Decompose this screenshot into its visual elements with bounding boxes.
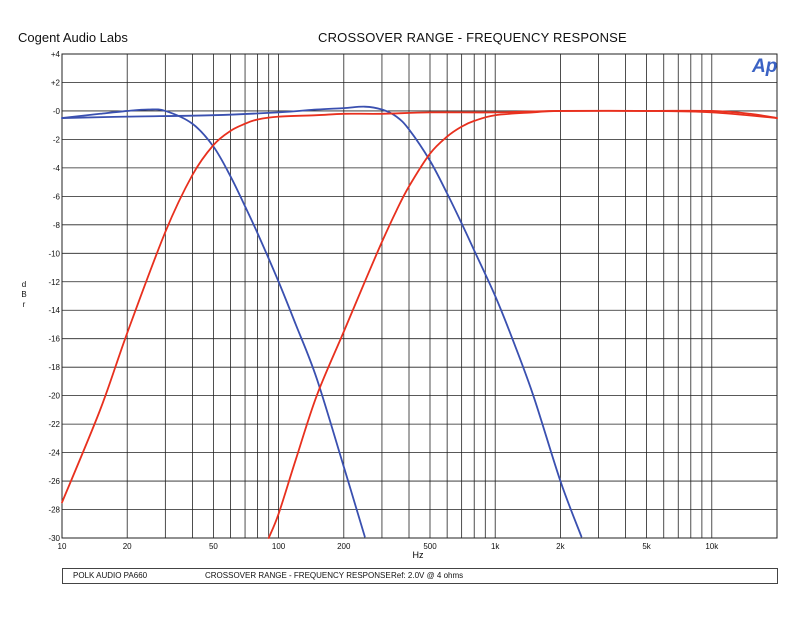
- y-tick-labels: +4 +2 -0 -2 -4 -6 -8 -10 -12 -14 -16 -18 -20 -22 -24 -2…: [48, 50, 60, 543]
- series-line-red-4: [267, 109, 778, 539]
- chart-title: CROSSOVER RANGE - FREQUENCY RESPONSE: [318, 30, 627, 45]
- plot-frame: [61, 53, 778, 539]
- x-tick-label: 200: [337, 542, 351, 551]
- y-tick-label: -30: [48, 534, 60, 543]
- x-tick-label: 50: [209, 542, 218, 551]
- y-tick-label: -22: [48, 420, 60, 429]
- ap-logo: Ap: [751, 56, 777, 77]
- y-axis-label-char: B: [21, 290, 26, 299]
- footer-info-bar: POLK AUDIO PA660 CROSSOVER RANGE - FREQU…: [62, 568, 778, 584]
- x-tick-label: 100: [272, 542, 286, 551]
- y-tick-label: -28: [48, 506, 60, 515]
- footer-device: POLK AUDIO PA660: [73, 571, 148, 580]
- y-tick-label: -8: [53, 221, 61, 230]
- company-name: Cogent Audio Labs: [18, 30, 128, 45]
- x-tick-label: 1k: [491, 542, 500, 551]
- y-tick-label: -4: [53, 164, 61, 173]
- y-tick-label: -26: [48, 477, 60, 486]
- series-lines: [61, 105, 778, 539]
- x-tick-label: 10: [58, 542, 67, 551]
- series-line-blue-1: [61, 108, 366, 538]
- series-line-blue-2: [61, 105, 583, 538]
- x-tick-label: 2k: [556, 542, 565, 551]
- y-tick-label: -18: [48, 363, 60, 372]
- x-tick-label: 20: [123, 542, 132, 551]
- x-tick-labels: 10 20 50 100 200 500 1k 2k 5k 10k: [58, 542, 720, 551]
- y-tick-label: +2: [51, 78, 61, 87]
- y-tick-label: -0: [53, 107, 61, 116]
- y-tick-label: -24: [48, 449, 60, 458]
- footer-reference: Ref: 2.0V @ 4 ohms: [391, 571, 464, 580]
- y-tick-label: -6: [53, 192, 61, 201]
- y-axis-label: dBr: [21, 280, 26, 309]
- y-tick-label: -14: [48, 306, 60, 315]
- y-axis-label-char: d: [22, 280, 26, 289]
- y-tick-label: -20: [48, 392, 60, 401]
- x-tick-label: 10k: [705, 542, 719, 551]
- footer-title: CROSSOVER RANGE - FREQUENCY RESPONSE: [205, 571, 391, 580]
- y-tick-label: -10: [48, 249, 60, 258]
- y-tick-label: -2: [53, 135, 61, 144]
- y-tick-label: -16: [48, 335, 60, 344]
- x-axis-label: Hz: [413, 550, 424, 560]
- y-tick-label: -12: [48, 278, 60, 287]
- x-tick-label: 5k: [642, 542, 651, 551]
- y-axis-label-char: r: [23, 300, 26, 309]
- x-tick-label: 500: [423, 542, 437, 551]
- y-tick-label: +4: [51, 50, 61, 59]
- grid: [61, 53, 778, 539]
